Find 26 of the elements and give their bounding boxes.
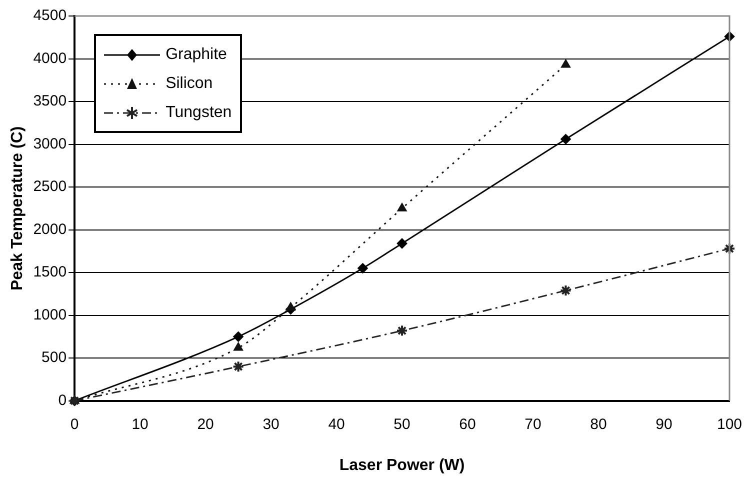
x-tick-label: 60	[459, 416, 476, 433]
x-tick-label: 100	[716, 416, 742, 433]
legend-label: Tungsten	[166, 104, 232, 122]
x-tick-label: 90	[656, 416, 672, 433]
y-tick-label: 3500	[33, 92, 67, 110]
x-tick-label: 20	[197, 416, 214, 433]
x-tick-label: 40	[328, 416, 345, 433]
y-tick-label: 4500	[33, 7, 67, 24]
y-axis-title: Peak Temperature (C)	[9, 126, 26, 290]
x-tick-label: 0	[70, 416, 79, 433]
x-tick-label: 50	[394, 416, 410, 433]
y-tick-label: 0	[58, 392, 67, 409]
y-tick-label: 4000	[33, 50, 67, 67]
legend-label: Silicon	[166, 74, 213, 92]
x-tick-label: 70	[524, 416, 542, 433]
y-tick-label: 1500	[33, 264, 67, 281]
x-tick-label: 30	[262, 416, 280, 433]
y-tick-label: 3000	[33, 135, 67, 152]
y-tick-label: 500	[42, 349, 67, 366]
y-tick-label: 2500	[33, 178, 67, 196]
x-tick-label: 10	[132, 416, 148, 433]
y-tick-label: 2000	[33, 220, 67, 238]
x-tick-label: 80	[590, 416, 607, 433]
y-tick-label: 1000	[33, 306, 67, 324]
x-axis-title: Laser Power (W)	[339, 456, 465, 474]
legend-label: Graphite	[166, 46, 227, 64]
